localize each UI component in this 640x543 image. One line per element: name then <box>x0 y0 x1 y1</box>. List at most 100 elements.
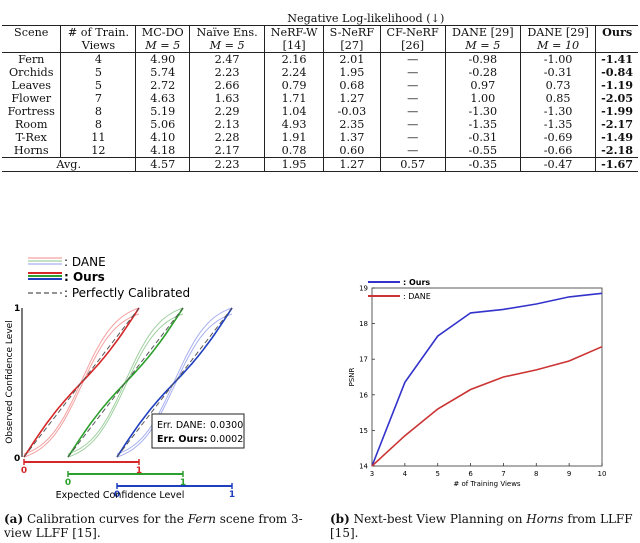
scene-cell: Fortress <box>2 105 62 118</box>
figA-ytick-0: 0 <box>14 454 20 464</box>
table-cell: 1.04 <box>264 105 325 118</box>
table-cell: 1.71 <box>264 92 325 105</box>
table-cell: — <box>380 92 446 105</box>
table-cell: -1.30 <box>445 105 521 118</box>
legend-label: : Ours <box>403 278 430 287</box>
caption-a-scene: Fern <box>187 512 216 526</box>
table-cell: 5 <box>60 66 137 79</box>
col-header: S-NeRF <box>323 25 381 39</box>
scene-cell: Horns <box>2 144 62 158</box>
table-row: Fern 4 4.90 2.47 2.16 2.01— -0.98 -1.00 -1.41 <box>2 52 638 66</box>
col-subheader: Views <box>60 39 137 53</box>
table-cell: 1.95 <box>323 66 381 79</box>
table-cell: 1.63 <box>189 92 266 105</box>
table-avg-row: Avg. 4.57 2.23 1.95 1.27 0.57 -0.35 -0.4… <box>2 157 638 172</box>
table-cell: — <box>380 118 446 131</box>
scene-cell: Orchids <box>2 66 62 79</box>
series-line-ours <box>371 292 603 467</box>
col-subheader <box>2 39 62 53</box>
col-subheader: [27] <box>323 39 381 53</box>
table-cell: -0.31 <box>520 66 597 79</box>
table-row: Leaves 5 2.72 2.66 0.79 0.68—0.97 0.73 -1.19 <box>2 79 638 92</box>
col-header: DANE [29] <box>445 25 521 39</box>
col-header: # of Train. <box>60 25 137 39</box>
avg-cell: 2.23 <box>189 157 266 172</box>
dane-curve <box>67 307 184 455</box>
table-cell: 5.19 <box>135 105 191 118</box>
x-tick-label: 4 <box>403 470 408 478</box>
col-subheader: [26] <box>380 39 446 53</box>
table-cell: -0.31 <box>445 131 521 144</box>
x-tick-label: 7 <box>501 470 505 478</box>
table-row: Room 8 5.06 2.13 4.93 2.35— -1.35 -1.35 -2.17 <box>2 118 638 131</box>
perfect-diagonal <box>23 307 140 458</box>
x-tick-label: 5 <box>435 470 439 478</box>
avg-cell-ours: -1.67 <box>595 157 638 172</box>
caption-a-label: (a) <box>4 512 24 526</box>
table-cell: 1.37 <box>323 131 381 144</box>
table-cell: 4.93 <box>264 118 325 131</box>
table-cell: -1.35 <box>520 118 597 131</box>
table-cell: 0.85 <box>520 92 597 105</box>
table-cell: -0.69 <box>520 131 597 144</box>
x-tick-label: 8 <box>534 470 538 478</box>
nll-table: Negative Log-likelihood (↓) Scene # of T… <box>2 12 638 172</box>
ours-curve <box>23 307 140 458</box>
figA-xtick-0: 0 <box>21 466 27 476</box>
table-cell: — <box>380 131 446 144</box>
table-cell: 4 <box>60 52 137 66</box>
table-row: Fortress 8 5.19 2.29 1.04 -0.03— -1.30 -1.30 -1.… <box>2 105 638 118</box>
figA-ytick-1: 1 <box>14 304 20 314</box>
table-cell: 12 <box>60 144 137 158</box>
table-cell: 0.68 <box>323 79 381 92</box>
figA-xtick-1: 1 <box>136 466 142 476</box>
figA-xtick-0: 0 <box>114 490 120 500</box>
plot-frame <box>371 287 603 467</box>
table-cell: 7 <box>60 92 137 105</box>
col-header-ours: Ours <box>595 25 638 39</box>
y-tick-label: 15 <box>359 427 368 435</box>
scene-cell: Room <box>2 118 62 131</box>
scene-cell: Leaves <box>2 79 62 92</box>
caption-b-text-end: from LLFF [15]. <box>330 512 633 540</box>
table-cell: 1.00 <box>445 92 521 105</box>
table-cell: 4.10 <box>135 131 191 144</box>
ours-curve <box>116 307 233 458</box>
col-subheader <box>596 39 638 53</box>
table-cell: — <box>380 66 446 79</box>
figA-xtick-1: 1 <box>180 478 186 488</box>
col-header: CF-NeRF <box>380 25 446 39</box>
avg-label: Avg. <box>2 157 137 172</box>
scene-cell: Flower <box>2 92 62 105</box>
table-cell: 5 <box>60 79 137 92</box>
col-header: Naïve Ens. <box>189 25 266 39</box>
table-cell: 8 <box>60 118 137 131</box>
table-cell: 11 <box>60 131 137 144</box>
ours-cell: -2.18 <box>601 143 634 157</box>
table-cell: -1.35 <box>445 118 521 131</box>
figA-xtick-1: 1 <box>229 490 235 500</box>
error-box: Err. DANE: 0.0300 Err. Ours: 0.0002 <box>151 413 245 449</box>
dane-curve <box>116 307 233 455</box>
table-cell: 5.74 <box>135 66 191 79</box>
avg-cell: 0.57 <box>380 157 446 172</box>
calibration-figure: : DANE : Ours : Perfectly Calibrated 1 0… <box>5 255 245 501</box>
figA-ylabel: Observed Confidence Level <box>5 320 15 443</box>
legend-dane-label: : DANE <box>64 255 106 269</box>
figA-curves <box>23 307 233 458</box>
dane-curve <box>23 307 140 455</box>
table-row: Orchids 5 5.74 2.23 2.24 1.95— -0.28 -0.31 -0.84 <box>2 66 638 79</box>
dane-curve <box>116 313 233 458</box>
table-cell: 2.66 <box>189 79 266 92</box>
dane-curve <box>23 313 140 458</box>
ours-cell: -1.49 <box>601 130 634 144</box>
ours-cell: -1.19 <box>601 78 634 92</box>
x-tick-label: 6 <box>468 470 473 478</box>
y-tick-label: 19 <box>359 285 368 293</box>
x-tick-label: 3 <box>370 470 374 478</box>
caption-b-label: (b) <box>330 512 350 526</box>
table-header-row-2: Views M = 5 M = 5 [14] [27] [26] M = 5 M… <box>2 39 638 53</box>
table-cell: 5.06 <box>135 118 191 131</box>
table-cell: 4.90 <box>135 52 191 66</box>
table-cell: 2.29 <box>189 105 266 118</box>
